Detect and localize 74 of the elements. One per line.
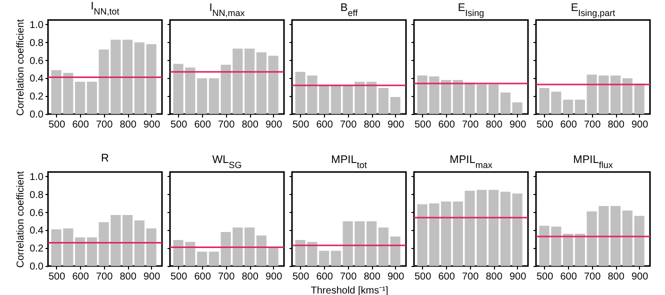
y-tick-label: 0.0 <box>30 262 44 272</box>
x-tick-label: 500 <box>170 120 188 130</box>
chart-title: B$_{eff}$ <box>340 2 358 18</box>
chart-title: I$_{NN,max}$ <box>209 2 246 18</box>
x-tick-label: 800 <box>120 120 137 130</box>
x-tick-label: 700 <box>584 120 602 130</box>
x-tick-label: 900 <box>143 120 161 130</box>
x-tick-label: 800 <box>608 120 625 130</box>
x-tick-label: 700 <box>218 272 236 282</box>
x-tick-label: 600 <box>438 120 456 130</box>
chart-title: E$_{Ising,part}$ <box>570 2 616 18</box>
y-axis-title: Correlation coefficient <box>16 171 27 268</box>
y-tick-label: 0.2 <box>30 244 44 255</box>
x-tick-label: 800 <box>608 272 625 282</box>
x-tick-label: 500 <box>48 120 66 130</box>
x-tick-label: 700 <box>340 272 358 282</box>
y-tick-label: 0.4 <box>30 74 44 85</box>
chart-title: E$_{Ising}$ <box>458 2 484 18</box>
x-tick-label: 900 <box>143 272 161 282</box>
x-tick-label: 800 <box>486 272 503 282</box>
x-tick-label: 900 <box>387 272 405 282</box>
x-tick-label: 600 <box>438 272 456 282</box>
x-tick-label: 600 <box>194 272 212 282</box>
y-tick-label: 0.0 <box>30 110 44 120</box>
x-tick-label: 500 <box>536 272 554 282</box>
x-tick-label: 800 <box>242 272 259 282</box>
x-tick-label: 500 <box>414 120 432 130</box>
x-tick-label: 900 <box>265 272 283 282</box>
x-tick-label: 800 <box>242 120 259 130</box>
x-tick-label: 700 <box>340 120 358 130</box>
y-axis-title: Correlation coefficient <box>16 19 27 116</box>
x-tick-label: 800 <box>120 272 137 282</box>
chart-title: R <box>101 152 110 165</box>
y-tick-label: 1.0 <box>30 20 44 31</box>
x-tick-label: 800 <box>364 120 381 130</box>
x-tick-label: 700 <box>462 120 480 130</box>
x-tick-label: 500 <box>170 272 188 282</box>
x-tick-label: 900 <box>509 120 527 130</box>
x-tick-label: 900 <box>631 120 649 130</box>
y-tick-label: 0.6 <box>30 56 44 67</box>
x-tick-label: 500 <box>414 272 432 282</box>
x-tick-label: 900 <box>265 120 283 130</box>
chart-title: MPIL$_{tot}$ <box>331 154 368 170</box>
x-tick-label: 500 <box>536 120 554 130</box>
x-tick-label: 600 <box>560 272 578 282</box>
x-tick-label: 800 <box>364 272 381 282</box>
x-tick-label: 700 <box>584 272 602 282</box>
x-tick-label: 600 <box>72 272 90 282</box>
y-tick-label: 0.6 <box>30 208 44 219</box>
chart-title: MPIL$_{max}$ <box>450 154 493 170</box>
chart-title: I$_{NN,tot}$ <box>90 0 120 17</box>
chart-title: WL$_{SG}$ <box>212 154 242 170</box>
y-tick-label: 0.8 <box>30 38 44 49</box>
x-tick-label: 900 <box>631 272 649 282</box>
x-tick-label: 600 <box>72 120 90 130</box>
x-tick-label: 500 <box>48 272 66 282</box>
y-tick-label: 1.0 <box>30 172 44 183</box>
y-tick-label: 0.2 <box>30 92 44 103</box>
y-tick-label: 0.8 <box>30 190 44 201</box>
x-tick-label: 700 <box>96 272 114 282</box>
x-tick-label: 800 <box>486 120 503 130</box>
x-tick-label: 700 <box>462 272 480 282</box>
x-tick-label: 600 <box>316 272 334 282</box>
x-tick-label: 600 <box>316 120 334 130</box>
x-tick-label: 700 <box>96 120 114 130</box>
x-tick-label: 600 <box>560 120 578 130</box>
x-tick-label: 600 <box>194 120 212 130</box>
x-tick-label: 900 <box>387 120 405 130</box>
x-tick-label: 500 <box>292 272 310 282</box>
chart-title: MPIL$_{flux}$ <box>573 154 614 170</box>
x-tick-label: 500 <box>292 120 310 130</box>
y-tick-label: 0.4 <box>30 226 44 237</box>
x-tick-label: 900 <box>509 272 527 282</box>
x-tick-label: 700 <box>218 120 236 130</box>
